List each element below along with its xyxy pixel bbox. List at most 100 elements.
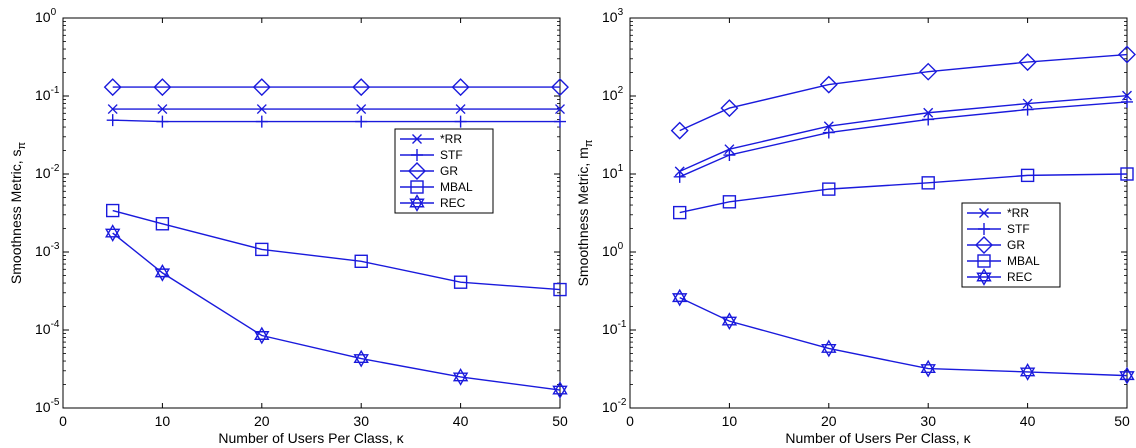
legend-marker-left-gr xyxy=(408,162,426,180)
series-line-left-stf xyxy=(112,119,560,123)
legend-sample-left-2 xyxy=(400,162,434,180)
point-right-gr-2 xyxy=(819,75,838,94)
legend-marker-left-mbal xyxy=(410,180,424,194)
ytick-label-left-2: 10-2 xyxy=(35,163,60,181)
legend-sample-right-1 xyxy=(967,223,1001,235)
point-right-gr-1 xyxy=(720,99,739,118)
ytick-label-right-0: 103 xyxy=(602,7,624,25)
point-left-gr-3 xyxy=(352,78,371,97)
ticks-left xyxy=(63,17,560,409)
point-right-gr-3 xyxy=(919,62,938,81)
ytick-label-left-4: 10-4 xyxy=(35,319,60,337)
legend-label-left-3: MBAL xyxy=(440,180,473,194)
point-left-gr-4 xyxy=(451,78,470,97)
xtick-label-right-5: 50 xyxy=(1114,413,1130,429)
series-line-right-mbal xyxy=(679,173,1128,214)
legend-label-right-2: GR xyxy=(1007,238,1025,252)
point-left-gr-2 xyxy=(252,78,271,97)
point-left-rec-1 xyxy=(154,263,171,282)
legend-right: *RR STF GR MBAL REC xyxy=(961,202,1061,288)
xtick-label-left-1: 10 xyxy=(155,413,171,429)
xtick-label-right-0: 0 xyxy=(626,413,634,429)
legend-sample-right-4 xyxy=(967,268,1001,286)
y-axis-label-left: Smoothness Metric, sπ xyxy=(8,141,28,284)
point-right-rr-2 xyxy=(823,121,834,132)
legend-marker-right-mbal xyxy=(977,254,991,268)
legend-sample-right-3 xyxy=(967,254,1001,268)
legend-marker-right-gr xyxy=(975,236,993,254)
xtick-label-right-3: 30 xyxy=(920,413,936,429)
point-left-rec-0 xyxy=(104,224,121,242)
point-right-rr-3 xyxy=(923,107,934,118)
legend-sample-left-0 xyxy=(400,134,434,144)
series-line-right-rr xyxy=(679,94,1128,173)
legend-marker-right-rec xyxy=(976,268,992,286)
series-line-right-stf xyxy=(679,101,1128,178)
ytick-label-left-0: 100 xyxy=(35,7,57,25)
legend-label-left-2: GR xyxy=(440,164,458,178)
xtick-label-left-0: 0 xyxy=(59,413,67,429)
point-right-mbal-0 xyxy=(673,205,687,220)
legend-label-right-1: STF xyxy=(1007,222,1030,236)
point-right-mbal-2 xyxy=(822,182,836,196)
point-left-rr-5 xyxy=(555,104,565,115)
point-left-rr-4 xyxy=(455,104,466,115)
series-line-left-rec xyxy=(112,232,561,391)
xtick-label-right-1: 10 xyxy=(722,413,738,429)
xtick-label-right-4: 40 xyxy=(1020,413,1036,429)
chart-left: 100 10-1 10-2 10-3 10-4 10-5 0 10 20 30 … xyxy=(8,7,569,446)
point-right-mbal-4 xyxy=(1020,168,1035,183)
x-axis-label-right: Number of Users Per Class, κ xyxy=(785,430,971,446)
legend-marker-left-rr xyxy=(412,134,422,144)
point-left-gr-1 xyxy=(153,78,172,97)
point-right-gr-5 xyxy=(1118,45,1136,64)
series-line-right-gr xyxy=(679,53,1128,132)
point-right-rr-4 xyxy=(1022,98,1033,109)
point-right-mbal-5 xyxy=(1120,167,1134,181)
point-left-rec-2 xyxy=(254,326,270,345)
legend-label-right-4: REC xyxy=(1007,270,1033,284)
legend-sample-left-4 xyxy=(400,194,434,212)
point-right-stf-5 xyxy=(1121,95,1133,108)
xtick-label-left-3: 30 xyxy=(353,413,369,429)
legend-label-right-3: MBAL xyxy=(1007,254,1040,268)
x-axis-label-left: Number of Users Per Class, κ xyxy=(218,430,404,446)
legend-marker-right-stf xyxy=(978,223,990,235)
chart-right: 103 102 101 100 10-1 10-2 0 10 20 30 40 … xyxy=(575,7,1136,446)
point-left-stf-2 xyxy=(255,115,268,128)
point-left-rr-2 xyxy=(256,104,267,115)
point-right-mbal-1 xyxy=(722,195,737,209)
point-right-stf-3 xyxy=(922,113,935,126)
legend-marker-left-rec xyxy=(409,194,425,212)
legend-marker-left-stf xyxy=(411,149,423,161)
point-left-stf-5 xyxy=(554,115,566,128)
point-left-stf-4 xyxy=(454,115,467,128)
point-left-mbal-3 xyxy=(354,254,368,268)
point-right-gr-4 xyxy=(1018,53,1037,72)
point-right-stf-1 xyxy=(723,149,736,162)
legend-label-left-0: *RR xyxy=(440,132,462,146)
point-right-mbal-3 xyxy=(921,176,935,190)
point-right-rec-2 xyxy=(821,339,837,358)
ytick-label-right-2: 101 xyxy=(602,163,624,181)
point-right-rec-0 xyxy=(671,288,688,307)
series-line-left-mbal xyxy=(112,209,561,291)
point-right-rec-3 xyxy=(920,359,936,378)
point-left-mbal-2 xyxy=(255,242,269,257)
point-left-rec-5 xyxy=(552,381,568,399)
point-left-gr-0 xyxy=(103,78,122,97)
point-left-mbal-4 xyxy=(453,275,468,289)
xtick-label-left-4: 40 xyxy=(453,413,469,429)
ytick-label-right-5: 10-2 xyxy=(602,397,627,415)
point-left-stf-3 xyxy=(355,115,368,128)
legend-marker-right-rr xyxy=(979,208,989,218)
point-left-gr-5 xyxy=(551,78,569,97)
legend-label-left-4: REC xyxy=(440,196,466,210)
ytick-label-right-4: 10-1 xyxy=(602,319,627,337)
xtick-label-right-2: 20 xyxy=(821,413,837,429)
ytick-label-right-3: 100 xyxy=(602,241,624,259)
point-right-stf-0 xyxy=(673,170,686,183)
point-right-stf-2 xyxy=(822,126,835,139)
ticks-right xyxy=(630,17,1127,409)
